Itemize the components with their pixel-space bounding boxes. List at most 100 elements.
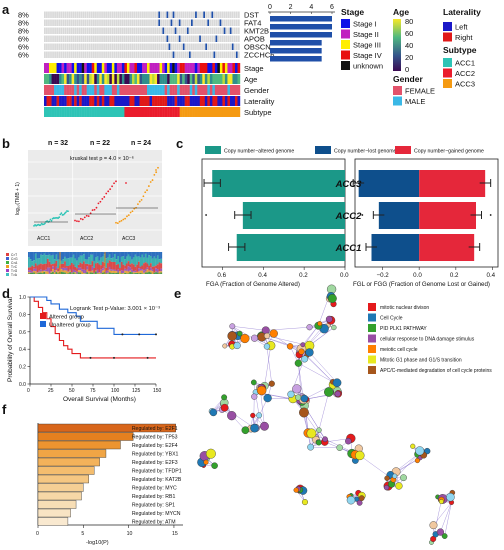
spectrum-segment — [57, 268, 60, 272]
laterality-cell — [114, 96, 118, 106]
spectrum-segment — [127, 254, 130, 262]
spectrum-segment — [139, 252, 142, 258]
oncoprint-cell — [235, 11, 238, 18]
spectrum-segment — [132, 252, 135, 258]
spectrum-segment — [74, 270, 77, 273]
panel-f-label: f — [2, 402, 7, 417]
oncoprint-cell — [170, 35, 173, 42]
oncoprint-cell — [225, 27, 228, 34]
oncoprint-cell — [221, 27, 224, 34]
fgl-tick-label: 0.0 — [413, 272, 422, 279]
oncoprint-cell — [111, 19, 114, 26]
spectrum-segment — [74, 252, 77, 259]
oncoprint-cell — [62, 11, 65, 18]
spectrum-segment — [129, 267, 132, 271]
laterality-cell — [51, 96, 55, 106]
oncoprint-cell — [135, 35, 138, 42]
tmb-point — [76, 220, 78, 223]
oncoprint-cell — [46, 11, 48, 18]
network-edge — [224, 407, 255, 429]
network-node — [315, 439, 322, 446]
spectrum-segment — [67, 258, 70, 266]
gender-cell — [129, 85, 133, 95]
oncoprint-cell — [105, 35, 107, 42]
spectrum-segment — [38, 258, 41, 265]
age-cell — [61, 74, 65, 84]
spectrum-segment — [127, 252, 130, 255]
spectrum-segment — [143, 272, 145, 274]
spectrum-segment — [134, 272, 137, 274]
stage-cell — [56, 63, 60, 73]
gender-cell — [86, 85, 90, 95]
stage-cell — [189, 63, 193, 73]
network-node — [227, 331, 237, 341]
spectrum-segment — [36, 271, 39, 273]
group-label-acc3: ACC3 — [122, 236, 136, 242]
oncoprint-cell — [184, 27, 187, 34]
oncoprint-cell — [60, 11, 63, 18]
age-cell — [142, 74, 145, 84]
spectrum-segment — [113, 270, 116, 274]
laterality-cell — [182, 96, 185, 106]
subtype-label: ACC2 — [455, 69, 475, 78]
tmb-point — [83, 216, 86, 219]
subtype-cell — [192, 107, 195, 117]
spectrum-segment — [139, 257, 142, 267]
oncoprint-cell — [111, 11, 114, 18]
enrichment-tick-label: 10 — [127, 531, 133, 537]
oncoprint-cell — [82, 35, 85, 42]
oncoprint-cell — [54, 43, 56, 50]
oncoprint-cell — [86, 27, 89, 34]
panel-e-label: e — [174, 286, 181, 301]
age-cell — [86, 74, 90, 84]
oncoprint-cell — [137, 43, 140, 50]
spectrum-segment — [62, 263, 65, 268]
oncoprint-cell — [229, 19, 232, 26]
oncoprint-cell — [174, 27, 177, 34]
network-node — [446, 492, 455, 502]
oncoprint-cell — [125, 27, 128, 34]
spectrum-segment — [110, 252, 113, 259]
oncoprint-cell — [227, 27, 230, 34]
oncoprint-cell — [203, 19, 205, 26]
spectrum-segment — [148, 270, 151, 272]
spectrum-segment — [40, 269, 42, 272]
spectrum-segment — [129, 256, 132, 265]
gender-cell — [136, 85, 140, 95]
spectrum-segment — [29, 252, 32, 260]
oncoprint-cell — [121, 51, 124, 58]
subtype-cell — [101, 107, 105, 117]
oncoprint-cell — [203, 27, 205, 34]
oncoprint-cell — [203, 11, 205, 18]
subtype-cell — [44, 107, 47, 117]
subtype-cell — [167, 107, 170, 117]
laterality-cell — [189, 96, 193, 106]
tmb-point — [81, 218, 84, 221]
network-node — [211, 462, 218, 469]
subtype-cell — [197, 107, 200, 117]
network-node — [268, 380, 275, 387]
oncoprint-cell — [68, 51, 71, 58]
oncoprint-cell — [193, 51, 195, 58]
gene-name: KMT2B — [244, 27, 269, 36]
tmb-point — [39, 224, 42, 226]
spectrum-segment — [65, 258, 68, 267]
oncoprint-cell — [191, 35, 193, 42]
gender-cell — [172, 85, 175, 95]
network-node — [250, 334, 259, 342]
stage-cell — [187, 63, 190, 73]
stage-cell — [66, 63, 70, 73]
spectrum-segment — [48, 252, 51, 255]
tmb-grid — [28, 150, 162, 246]
gender-cell — [59, 85, 62, 95]
spectrum-segment — [74, 258, 77, 267]
spectrum-segment — [60, 267, 63, 270]
fga-x-label: FGA (Fraction of Genome Altered) — [206, 281, 300, 288]
spectrum-segment — [158, 271, 161, 274]
age-cell — [104, 74, 108, 84]
gender-cell — [66, 85, 70, 95]
oncoprint-cell — [107, 27, 110, 34]
oncoprint-cell — [93, 27, 95, 34]
